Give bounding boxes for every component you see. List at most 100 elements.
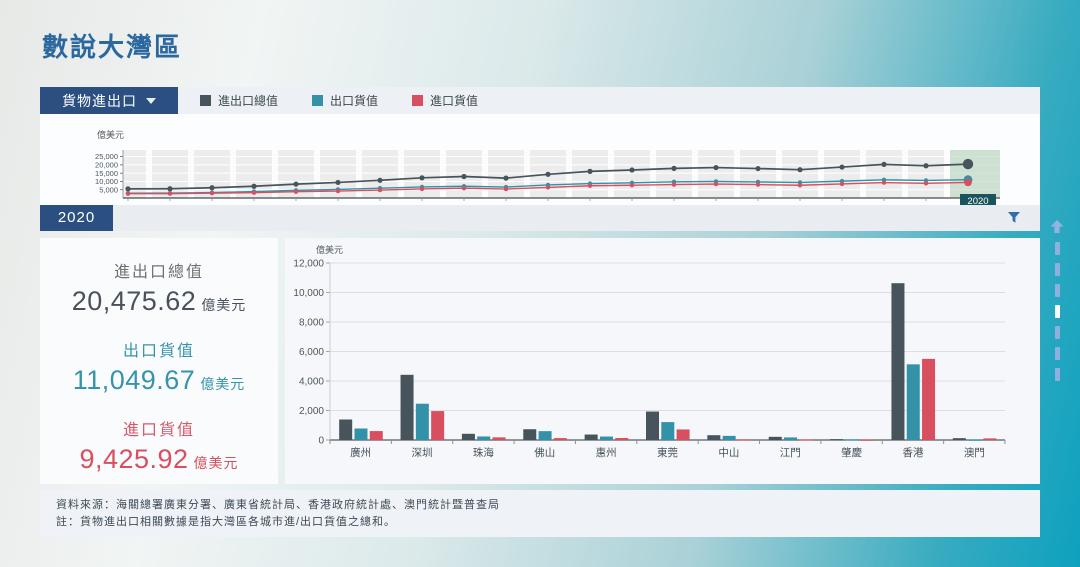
timeline-point[interactable] [461,186,467,191]
bar-東莞-進出口總值[interactable] [646,411,659,440]
bar-廣州-進口貨值[interactable] [369,431,383,440]
timeline-point[interactable] [125,191,131,196]
bar-惠州-進口貨值[interactable] [615,438,629,440]
timeline-point[interactable] [293,181,299,187]
bar-江門-進口貨值[interactable] [799,439,813,441]
timeline-point[interactable] [503,186,509,192]
bar-江門-出口貨值[interactable] [784,437,798,440]
bar-佛山-進口貨值[interactable] [553,438,567,440]
bar-深圳-進出口總值[interactable] [400,374,414,440]
timeline-point[interactable] [461,173,467,180]
timeline-point[interactable] [545,171,551,177]
bar-佛山-進出口總值[interactable] [523,429,537,440]
bar-肇慶-進口貨值[interactable] [860,439,874,441]
bar-澳門-出口貨值[interactable] [968,439,982,441]
timeline-point[interactable] [503,175,509,181]
bar-東莞-進口貨值[interactable] [676,429,690,440]
svg-text:10,000: 10,000 [293,288,324,299]
timeline-highlight-band [950,150,1000,198]
nav-dash[interactable] [1054,284,1060,297]
bar-深圳-進口貨值[interactable] [431,411,445,440]
timeline-point[interactable] [125,186,131,192]
nav-dash[interactable] [1054,368,1060,381]
timeline-point[interactable] [167,186,173,192]
bar-肇慶-進出口總值[interactable] [830,439,844,441]
filter-icon[interactable] [1007,211,1021,225]
legend-item-import[interactable]: 進口貨值 [412,92,478,109]
timeline-point[interactable] [335,179,341,186]
timeline-point[interactable] [545,185,551,190]
bar-深圳-出口貨值[interactable] [415,403,429,440]
city-bar-chart[interactable]: 0 2,000 4,000 6,000 8,000 10,000 12,000 廣州 深圳 珠海 佛… [285,238,1040,484]
bar-香港-進口貨值[interactable] [922,358,936,440]
timeline-point[interactable] [839,164,845,170]
bar-珠海-進出口總值[interactable] [461,433,475,440]
legend-item-export[interactable]: 出口貨值 [312,92,378,109]
bar-中山-進出口總值[interactable] [707,435,721,440]
nav-dash[interactable] [1054,263,1060,276]
timeline-point[interactable] [839,181,845,187]
bar-chart-unit-label: 億美元 [316,245,344,255]
svg-text:4,000: 4,000 [299,377,324,388]
timeline-point[interactable] [629,183,635,188]
nav-dash-active[interactable] [1054,305,1060,318]
timeline-point[interactable] [962,158,974,170]
bar-中山-進口貨值[interactable] [737,439,751,441]
stat-export-label: 出口貨值 [122,343,195,360]
bar-珠海-進口貨值[interactable] [492,437,506,440]
timeline-point[interactable] [797,167,803,173]
timeline-point[interactable] [587,168,593,174]
timeline-point[interactable] [881,180,887,185]
timeline-point[interactable] [251,183,257,189]
timeline-point[interactable] [755,182,761,187]
bar-東莞-出口貨值[interactable] [661,422,675,440]
stat-import-unit: 億美元 [193,455,239,471]
timeline-point[interactable] [629,167,635,173]
scroll-up-icon[interactable] [1050,220,1064,234]
bar-惠州-出口貨值[interactable] [599,436,613,440]
nav-dash[interactable] [1054,347,1060,360]
bar-澳門-進出口總值[interactable] [952,438,966,440]
timeline-point[interactable] [671,165,677,171]
timeline-point[interactable] [377,177,383,183]
page-nav [1046,220,1068,381]
bar-江門-進出口總值[interactable] [768,436,782,440]
timeline-point[interactable] [923,181,929,186]
timeline-point[interactable] [209,191,215,196]
category-dropdown[interactable]: 貨物進出口 [40,87,178,114]
timeline-point[interactable] [671,182,677,187]
bar-惠州-進出口總值[interactable] [584,434,598,440]
timeline-point[interactable] [797,183,803,188]
nav-dash[interactable] [1054,326,1060,339]
timeline-point[interactable] [713,164,719,171]
timeline-point[interactable] [755,165,761,172]
bar-珠海-出口貨值[interactable] [477,436,491,440]
timeline-point[interactable] [251,190,257,195]
timeline-point[interactable] [881,161,887,167]
bar-肇慶-出口貨值[interactable] [845,439,859,441]
bar-香港-進出口總值[interactable] [891,283,905,440]
bar-佛山-出口貨值[interactable] [538,431,552,440]
timeline-point[interactable] [419,186,425,192]
timeline-point[interactable] [377,187,383,193]
bar-香港-出口貨值[interactable] [906,364,920,440]
timeline-point[interactable] [335,188,341,194]
bar-廣州-進出口總值[interactable] [339,419,353,440]
timeline-point[interactable] [419,175,425,181]
svg-text:8,000: 8,000 [299,318,324,329]
bar-廣州-出口貨值[interactable] [354,428,368,440]
nav-dash[interactable] [1054,242,1060,255]
bar-中山-出口貨值[interactable] [722,435,736,440]
timeline-point[interactable] [923,163,929,169]
timeline-point[interactable] [964,178,972,187]
bar-category-label: 肇慶 [841,446,862,459]
svg-text:5,000: 5,000 [99,185,118,194]
timeline-point[interactable] [713,181,719,187]
timeline-point[interactable] [209,185,215,191]
timeline-point[interactable] [167,191,173,196]
legend-item-total[interactable]: 進出口總值 [200,92,278,109]
bar-澳門-進口貨值[interactable] [983,438,997,440]
timeline-point[interactable] [587,183,593,188]
timeline-point[interactable] [293,189,299,194]
